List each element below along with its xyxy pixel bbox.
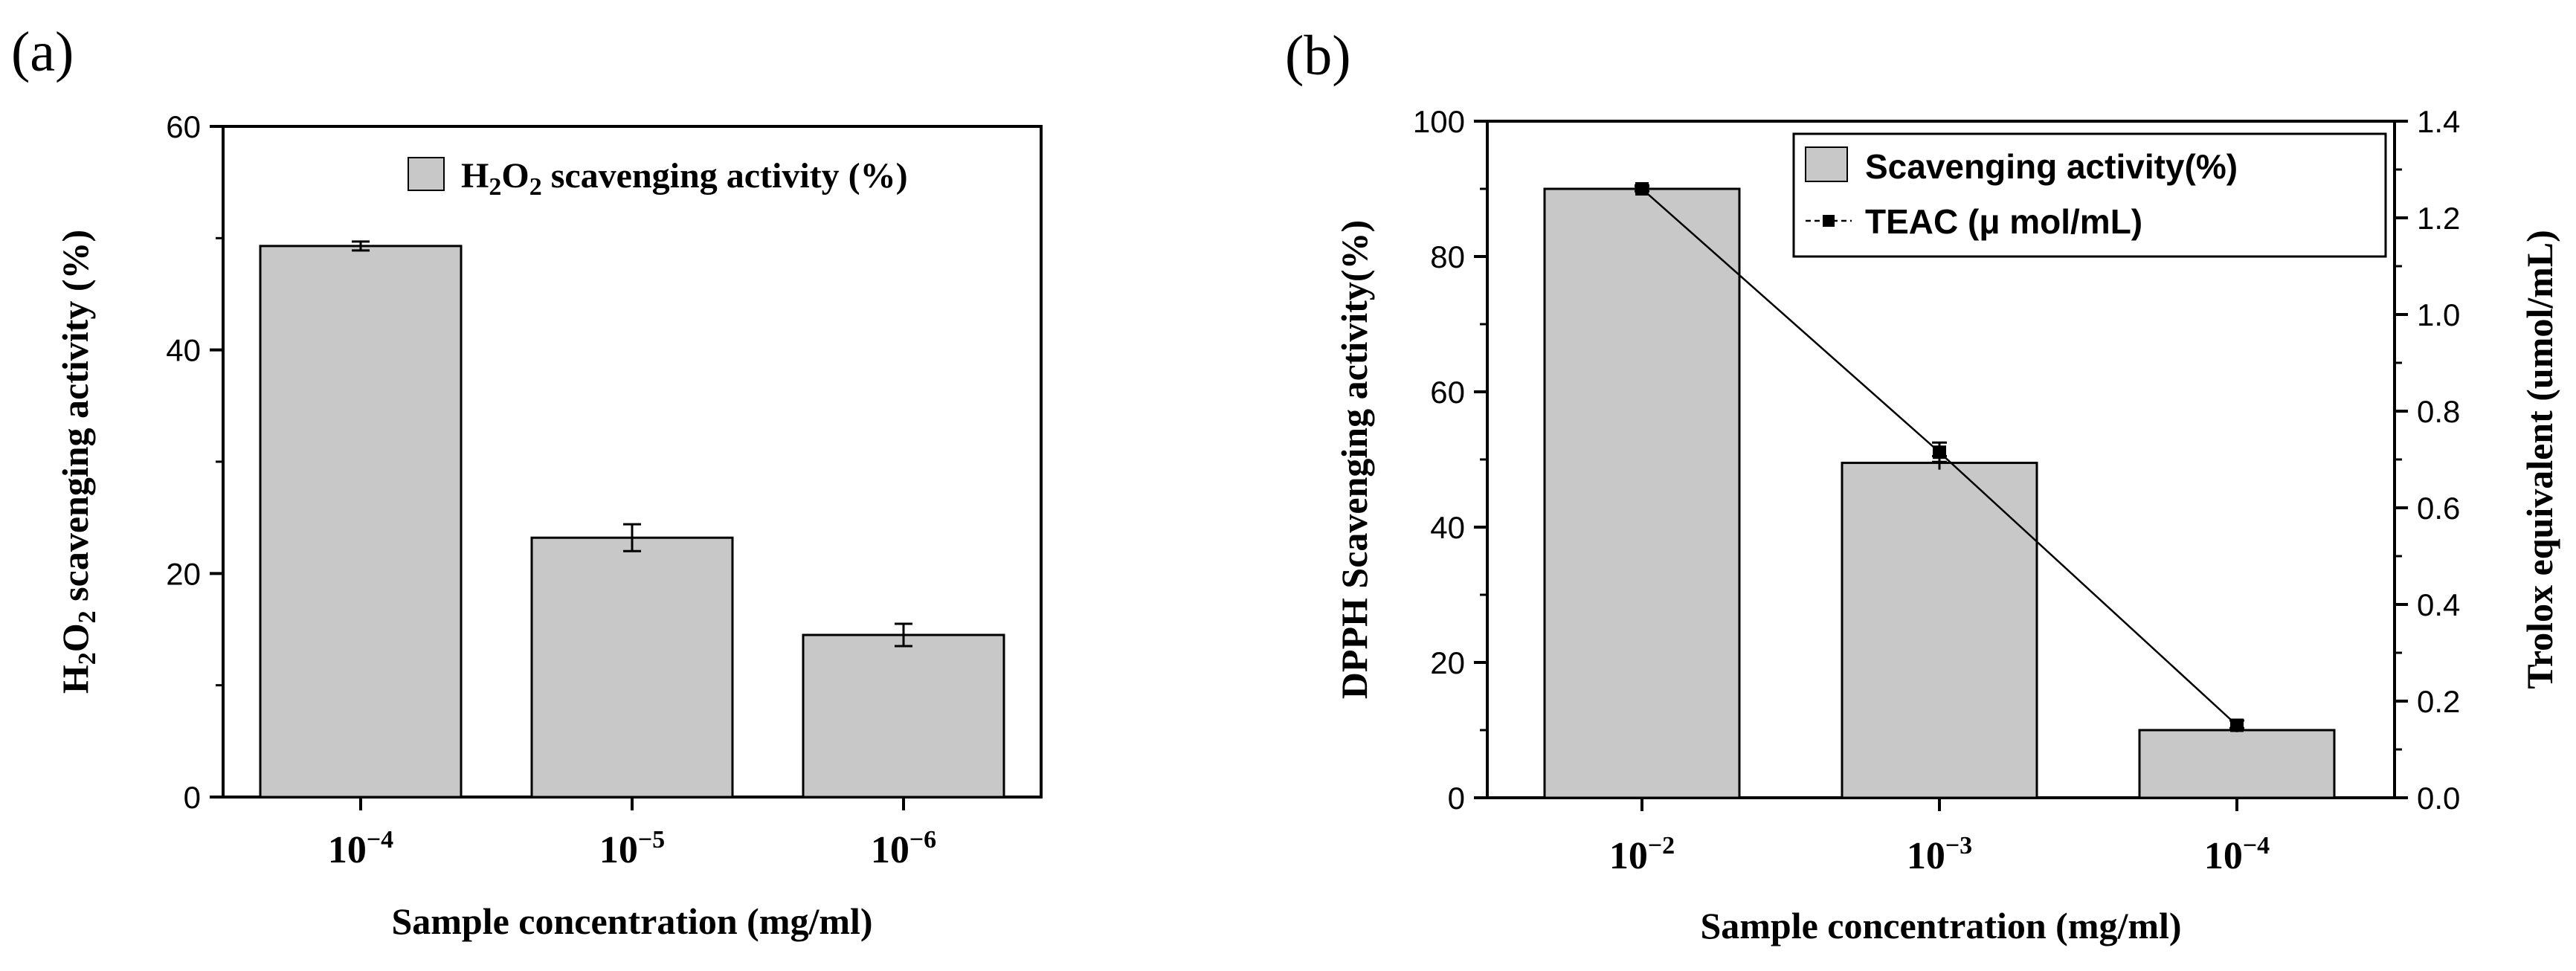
panel-b-bar bbox=[1841, 462, 2038, 799]
panel-b-teac-point bbox=[1933, 445, 1946, 459]
panel-a-label: (a) bbox=[11, 21, 74, 83]
panel-b-teac-point bbox=[2230, 718, 2244, 732]
panel-a-legend: H2O2 scavenging activity (%) bbox=[408, 156, 908, 201]
panel-b-teac-point bbox=[1635, 182, 1649, 196]
panel-b-x-tick-label: 10−3 bbox=[1907, 832, 1972, 877]
panel-b-legend-line-label: TEAC (μ mol/mL) bbox=[1865, 202, 2142, 241]
panel-b: (b) 0 20 40 60 80 100 0.0 0.2 0.4 0.6 0.8 1.0 1.2 1.… bbox=[1285, 25, 2560, 946]
panel-b-y-right-tick-label: 0.6 bbox=[2417, 491, 2460, 526]
panel-b-legend-line-marker bbox=[1823, 215, 1835, 227]
panel-b-bar bbox=[1543, 187, 1741, 799]
panel-b-label: (b) bbox=[1285, 25, 1351, 87]
panel-b-y-right-tick-label: 0.8 bbox=[2417, 394, 2460, 429]
panel-a-x-tick-label: 10−4 bbox=[328, 826, 393, 871]
panel-a-bar bbox=[802, 633, 1005, 799]
panel-a-bar bbox=[530, 536, 734, 799]
panel-b-y-right-tick-label: 1.0 bbox=[2417, 297, 2460, 332]
panel-b-y-left-axis-label: DPPH Scavenging activity(%) bbox=[1333, 220, 1375, 699]
panel-b-y-right-tick-label: 0.2 bbox=[2417, 684, 2460, 719]
panel-a-y-tick-label: 20 bbox=[166, 556, 201, 591]
panel-a-y-tick-label: 40 bbox=[166, 333, 201, 368]
panel-b-y-left-tick-label: 0 bbox=[1448, 781, 1465, 816]
panel-a: (a) 0 20 40 60 10−4 10−5 10−6 H2O2 scavenging… bbox=[11, 21, 1043, 942]
panel-b-y-left-tick-label: 60 bbox=[1430, 375, 1465, 410]
panel-a-bar bbox=[259, 245, 463, 799]
panel-a-x-axis-label: Sample concentration (mg/ml) bbox=[391, 900, 872, 942]
panel-a-legend-swatch bbox=[408, 157, 445, 191]
panel-b-y-left-tick-label: 100 bbox=[1413, 104, 1465, 139]
panel-b-legend-box bbox=[1792, 132, 2387, 258]
panel-a-x-tick-label: 10−5 bbox=[599, 826, 665, 871]
panel-b-legend: Scavenging activity(%) TEAC (μ mol/mL) bbox=[1792, 132, 2387, 258]
panel-b-y-right-tick-label: 1.4 bbox=[2417, 104, 2460, 139]
panel-a-y-tick-label: 60 bbox=[166, 109, 201, 144]
panel-b-y-right-axis-label: Trolox equivalent (umol/mL) bbox=[2519, 230, 2560, 689]
panel-b-y-right-tick-label: 1.2 bbox=[2417, 201, 2460, 236]
panel-b-y-right-tick-label: 0.0 bbox=[2417, 781, 2460, 816]
panel-b-x-tick-label: 10−4 bbox=[2204, 832, 2270, 877]
panel-b-y-left-tick-label: 40 bbox=[1430, 510, 1465, 545]
panel-b-x-axis-label: Sample concentration (mg/ml) bbox=[1700, 905, 2181, 946]
panel-b-y-right-tick-label: 0.4 bbox=[2417, 587, 2460, 622]
panel-a-y-axis-label: H2O2 scavenging activity (%) bbox=[54, 230, 101, 694]
panel-b-legend-bar-label: Scavenging activity(%) bbox=[1865, 147, 2238, 186]
panel-b-bar bbox=[2138, 729, 2336, 799]
panel-a-legend-label: H2O2 scavenging activity (%) bbox=[461, 156, 908, 201]
panel-a-x-tick-label: 10−6 bbox=[871, 826, 936, 871]
panel-b-x-tick-label: 10−2 bbox=[1609, 832, 1675, 877]
panel-b-y-left-tick-label: 20 bbox=[1430, 645, 1465, 680]
panel-a-y-tick-label: 0 bbox=[184, 780, 201, 815]
panel-b-legend-bar-swatch bbox=[1805, 146, 1848, 182]
panel-b-y-left-tick-label: 80 bbox=[1430, 239, 1465, 274]
